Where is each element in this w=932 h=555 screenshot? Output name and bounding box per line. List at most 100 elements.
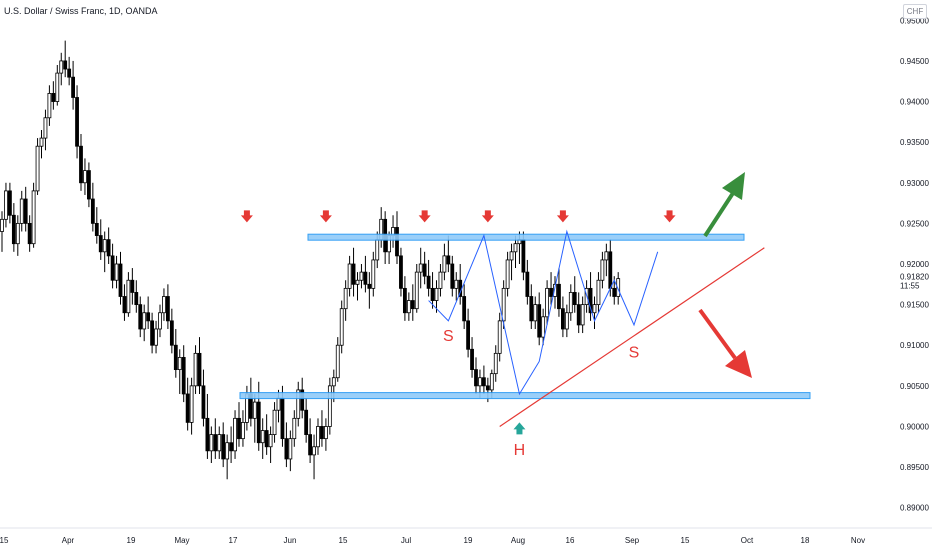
price-axis[interactable]: 0.95000 0.94500 0.94000 0.93500 0.93000 0.925…: [895, 0, 932, 530]
pattern-label: H: [514, 442, 526, 459]
candle-body: [110, 255, 115, 281]
candle-body: [280, 397, 285, 440]
candle-body: [51, 93, 56, 102]
candle-body: [363, 271, 368, 285]
candle-body: [430, 287, 435, 301]
price-tick-label: 0.89000: [900, 504, 929, 513]
candle-body: [513, 243, 518, 253]
candle-body: [371, 259, 376, 289]
candle-body: [296, 389, 301, 419]
candle-body: [193, 352, 198, 387]
candle-body: [592, 304, 597, 314]
candle-body: [19, 198, 24, 224]
candle-body: [339, 308, 344, 346]
candle-body: [284, 438, 289, 460]
price-tick-label: 0.91000: [900, 341, 929, 350]
candle-body: [580, 304, 585, 326]
bearish-arrow-shaft: [698, 308, 737, 360]
candle-body: [343, 287, 348, 310]
time-axis[interactable]: 15 Apr 19 May 17 Jun 15 Jul 19 Aug 16 Sep 15 Oct 18 Nov: [0, 527, 932, 550]
time-tick-label: 15: [339, 536, 348, 545]
candle-body: [35, 145, 40, 192]
candle-body: [438, 271, 443, 289]
candle-body: [533, 304, 538, 322]
candle-body: [47, 93, 52, 119]
price-tick-label: 0.95000: [900, 16, 929, 25]
price-tick-label: 0.90500: [900, 382, 929, 391]
price-tick-label: 0.89500: [900, 463, 929, 472]
candle-body: [568, 292, 573, 314]
candle-body: [418, 263, 423, 273]
candle-body: [608, 251, 613, 289]
candle-body: [23, 198, 28, 224]
candle-body: [71, 76, 75, 98]
candle-body: [355, 279, 360, 285]
candle-body: [600, 259, 605, 281]
candle-body: [142, 312, 147, 330]
candle-body: [489, 373, 494, 391]
candle-body: [256, 401, 261, 444]
candle-body: [505, 259, 510, 289]
candle-body: [596, 279, 601, 306]
candle-body: [288, 438, 293, 460]
time-tick-label: Jun: [284, 536, 297, 545]
candle-body: [213, 434, 218, 452]
currency-badge[interactable]: CHF: [903, 4, 927, 19]
candle-body: [450, 263, 455, 289]
last-price-value: 0.91820: [900, 273, 929, 282]
candle-body: [217, 434, 222, 452]
candle-body: [426, 275, 431, 289]
candle-body: [229, 442, 234, 452]
candle-body: [406, 300, 411, 314]
price-tick-label: 0.91500: [900, 301, 929, 310]
candle-body: [304, 409, 309, 435]
down-arrow-marker: [418, 210, 431, 223]
candle-body: [83, 170, 87, 184]
time-tick-label: 19: [127, 536, 136, 545]
down-arrow-marker: [663, 210, 676, 223]
candle-body: [138, 304, 143, 330]
candle-body: [122, 296, 127, 314]
time-axis-bg: [0, 528, 932, 550]
candle-body: [347, 263, 352, 289]
candle-body: [375, 239, 380, 261]
candle-body: [422, 263, 427, 277]
candle-body: [165, 296, 170, 322]
time-tick-label: Oct: [741, 536, 754, 545]
down-arrow-marker: [556, 210, 569, 223]
candle-body: [87, 170, 91, 200]
bearish-arrow-head: [725, 350, 752, 378]
down-arrow-marker: [481, 210, 494, 223]
candle-body: [268, 434, 273, 448]
candles-layer: [0, 40, 621, 480]
bullish-arrow-shaft: [703, 188, 737, 238]
candle-body: [561, 308, 565, 330]
candle-body: [27, 222, 32, 245]
candle-body: [150, 320, 155, 346]
candle-body: [7, 190, 12, 216]
last-price-timer: 11:55: [900, 282, 920, 291]
candle-body: [106, 239, 111, 257]
candle-body: [399, 255, 403, 289]
candle-body: [572, 292, 577, 306]
candle-body: [79, 145, 83, 184]
candle-body: [185, 393, 190, 423]
candle-body: [225, 442, 230, 460]
time-tick-label: Nov: [851, 536, 865, 545]
candle-body: [576, 304, 581, 326]
candle-body: [312, 446, 316, 456]
price-tick-label: 0.93500: [900, 138, 929, 147]
candle-body: [466, 320, 471, 350]
symbol-title: U.S. Dollar / Swiss Franc, 1D, OANDA: [4, 6, 158, 16]
candle-body: [327, 385, 332, 427]
candle-body: [478, 377, 482, 387]
price-tick-label: 0.92500: [900, 219, 929, 228]
candle-body: [470, 348, 474, 370]
price-tick-label: 0.93000: [900, 179, 929, 188]
candle-body: [146, 312, 151, 322]
candle-body: [442, 255, 447, 273]
candle-body: [588, 287, 593, 314]
candle-body: [612, 287, 617, 297]
